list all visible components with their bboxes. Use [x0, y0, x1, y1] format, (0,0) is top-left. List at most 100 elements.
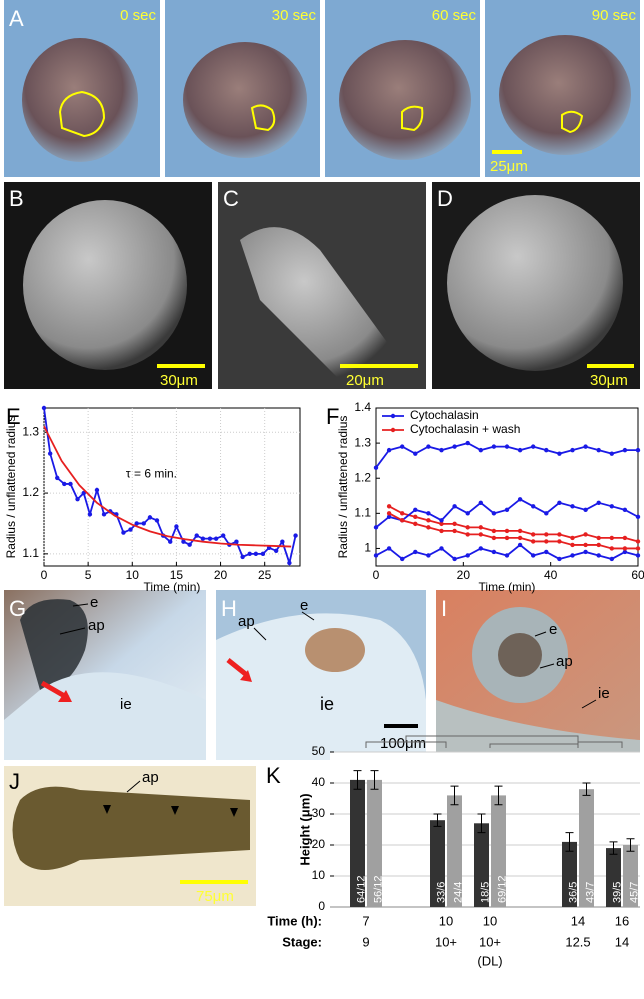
x-tick-label: 20	[214, 568, 228, 582]
data-point	[201, 536, 205, 540]
data-point	[466, 441, 470, 445]
data-point	[466, 532, 470, 536]
y-tick-label: 10	[312, 868, 326, 882]
bar-label: 64/12	[355, 875, 367, 903]
annotation: ap	[88, 617, 105, 634]
data-point	[261, 552, 265, 556]
stage-label: 14	[615, 934, 629, 949]
panel-letter: I	[441, 596, 447, 621]
data-point	[280, 539, 284, 543]
bar-label: 24/4	[452, 882, 464, 903]
data-point	[518, 543, 522, 547]
data-point	[413, 522, 417, 526]
data-point	[531, 532, 535, 536]
data-point	[636, 448, 640, 452]
data-point	[466, 525, 470, 529]
data-point	[544, 448, 548, 452]
data-point	[492, 511, 496, 515]
panel-letter: J	[9, 769, 20, 794]
scale-label: 25μm	[490, 158, 528, 175]
data-point	[583, 444, 587, 448]
data-point	[413, 515, 417, 519]
panel-letter: C	[223, 186, 239, 211]
data-point	[466, 553, 470, 557]
time-label: 90 sec	[592, 7, 637, 24]
data-point	[426, 525, 430, 529]
row-label: Stage:	[282, 934, 322, 949]
bar-label: 56/12	[372, 875, 384, 903]
data-point	[221, 533, 225, 537]
data-point	[518, 448, 522, 452]
x-tick-label: 0	[41, 568, 48, 582]
data-point	[400, 511, 404, 515]
y-tick-label: 1.2	[22, 485, 39, 499]
data-point	[492, 536, 496, 540]
stage-label: 10+	[435, 934, 457, 949]
data-point	[597, 553, 601, 557]
data-point	[557, 557, 561, 561]
legend-label: Cytochalasin	[410, 408, 479, 422]
data-point	[610, 451, 614, 455]
time-label: 60 sec	[432, 7, 477, 24]
data-point	[452, 444, 456, 448]
annotation: e	[300, 597, 308, 614]
data-point	[413, 550, 417, 554]
data-point	[88, 512, 92, 516]
bar-label: 36/5	[567, 882, 579, 903]
data-point	[142, 521, 146, 525]
panels-ghi: G e ap ie H e ap ie 100μm I e ap ie	[4, 590, 640, 760]
y-tick-label: 1.2	[354, 470, 371, 484]
data-point	[439, 448, 443, 452]
y-axis-label: Height (μm)	[297, 793, 312, 865]
data-point	[583, 543, 587, 547]
data-point	[387, 546, 391, 550]
y-tick-label: 1.4	[354, 400, 371, 414]
y-tick-label: 1.3	[354, 435, 371, 449]
data-point	[208, 536, 212, 540]
y-tick-label: 40	[312, 775, 326, 789]
data-point	[181, 539, 185, 543]
time-label: 14	[571, 913, 585, 928]
bar-label: 45/7	[628, 882, 640, 903]
data-point	[570, 504, 574, 508]
data-point	[374, 525, 378, 529]
data-point	[570, 448, 574, 452]
scale-label: 30μm	[160, 372, 198, 389]
data-point	[426, 553, 430, 557]
data-point	[62, 482, 66, 486]
data-point	[492, 550, 496, 554]
data-point	[557, 539, 561, 543]
x-axis-label: Time (min)	[479, 580, 536, 594]
data-point	[492, 444, 496, 448]
data-point	[610, 536, 614, 540]
data-point	[293, 533, 297, 537]
panel-letter: G	[9, 596, 26, 621]
data-point	[168, 539, 172, 543]
x-tick-label: 10	[126, 568, 140, 582]
data-point	[531, 504, 535, 508]
data-point	[492, 529, 496, 533]
panel-letter: A	[9, 6, 24, 31]
x-axis-label: Time (min)	[144, 580, 201, 594]
data-point	[400, 557, 404, 561]
data-point	[55, 476, 59, 480]
data-point	[413, 508, 417, 512]
data-point	[214, 536, 218, 540]
data-point	[623, 546, 627, 550]
data-point	[570, 553, 574, 557]
data-point	[636, 515, 640, 519]
x-tick-label: 25	[258, 568, 272, 582]
data-point	[128, 527, 132, 531]
data-point	[623, 536, 627, 540]
data-point	[610, 546, 614, 550]
legend-swatch	[391, 428, 395, 432]
stage-label: 9	[362, 934, 369, 949]
y-tick-label: 1.3	[22, 424, 39, 438]
data-point	[544, 511, 548, 515]
data-point	[505, 553, 509, 557]
data-point	[439, 529, 443, 533]
data-point	[374, 553, 378, 557]
data-point	[583, 508, 587, 512]
data-point	[452, 529, 456, 533]
data-point	[254, 552, 258, 556]
